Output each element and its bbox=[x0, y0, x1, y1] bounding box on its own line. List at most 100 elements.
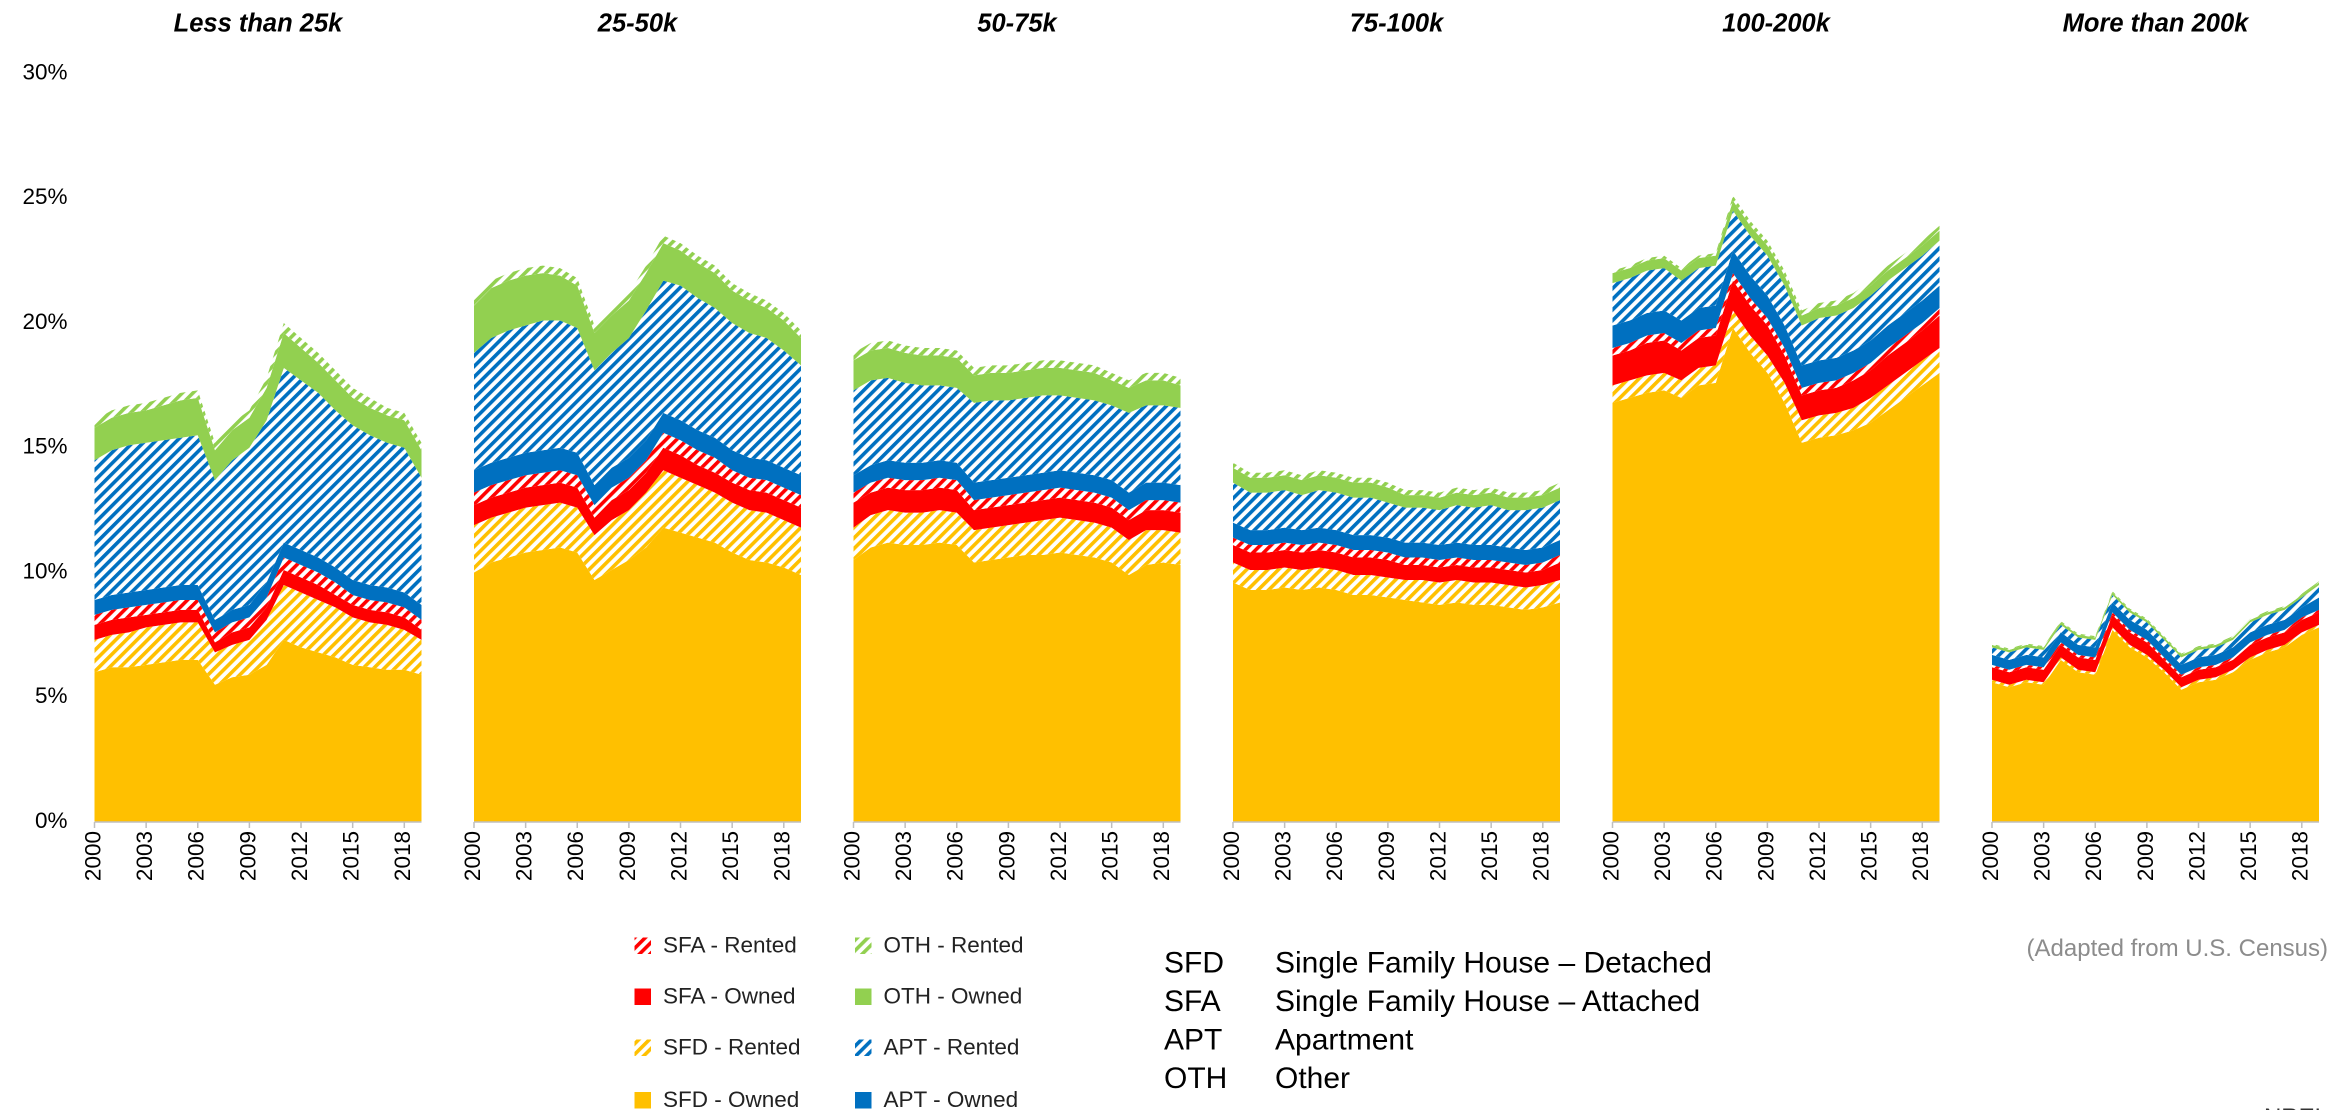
legend-swatch bbox=[634, 937, 651, 954]
y-tick-label: 0% bbox=[35, 808, 68, 833]
area bbox=[1233, 545, 1560, 588]
x-tick-label: 2006 bbox=[2081, 831, 2106, 881]
x-tick-label: 2000 bbox=[1219, 831, 1244, 881]
legend-swatch bbox=[634, 1092, 651, 1109]
area bbox=[1612, 280, 1940, 421]
legend-label: SFA - Owned bbox=[663, 983, 796, 1008]
area bbox=[853, 487, 1181, 541]
area bbox=[853, 460, 1181, 511]
x-tick-label: 2015 bbox=[339, 831, 364, 881]
area bbox=[853, 477, 1181, 521]
area bbox=[94, 332, 422, 481]
x-tick-label: 2015 bbox=[2236, 831, 2261, 881]
x-tick-label: 2018 bbox=[1149, 831, 1174, 881]
area bbox=[1612, 195, 1940, 316]
area bbox=[1992, 597, 2319, 675]
y-tick-label: 5% bbox=[35, 683, 68, 708]
x-tick-label: 2003 bbox=[2030, 831, 2055, 881]
x-tick-label: 2018 bbox=[390, 831, 415, 881]
x-tick-label: 2000 bbox=[1598, 831, 1623, 881]
x-tick-label: 2000 bbox=[80, 831, 105, 881]
x-tick-label: 2003 bbox=[891, 831, 916, 881]
area bbox=[1612, 200, 1940, 326]
glossary-meaning: Other bbox=[1275, 1062, 1350, 1095]
area bbox=[474, 280, 801, 486]
x-tick-label: 2009 bbox=[615, 831, 640, 881]
x-tick-label: 2018 bbox=[2288, 831, 2313, 881]
x-tick-label: 2015 bbox=[1477, 831, 1502, 881]
area bbox=[1992, 582, 2319, 658]
x-tick-label: 2006 bbox=[563, 831, 588, 881]
area bbox=[1612, 310, 1940, 443]
legend-label: OTH - Rented bbox=[884, 932, 1024, 957]
x-tick-label: 2012 bbox=[287, 831, 312, 881]
legend-swatch bbox=[634, 1039, 651, 1056]
x-tick-label: 2015 bbox=[1857, 831, 1882, 881]
logo: NREL bbox=[2264, 1104, 2328, 1110]
area bbox=[1992, 624, 2319, 690]
area bbox=[94, 570, 422, 653]
legend-label: SFD - Owned bbox=[663, 1087, 799, 1110]
area bbox=[1233, 562, 1560, 610]
area bbox=[1612, 210, 1940, 366]
y-tick-label: 25% bbox=[22, 184, 67, 209]
area bbox=[474, 470, 801, 580]
glossary-abbr: SFD bbox=[1164, 946, 1224, 979]
area bbox=[94, 367, 422, 620]
legend-label: OTH - Owned bbox=[884, 983, 1023, 1008]
x-tick-label: 2003 bbox=[1650, 831, 1675, 881]
area bbox=[1233, 467, 1560, 511]
legend-label: APT - Owned bbox=[884, 1087, 1019, 1110]
legend-swatch bbox=[855, 1039, 872, 1056]
area bbox=[1233, 482, 1560, 551]
area bbox=[1612, 250, 1940, 388]
x-tick-label: 2003 bbox=[512, 831, 537, 881]
panel-title: 50-75k bbox=[977, 10, 1058, 38]
x-tick-label: 2000 bbox=[839, 831, 864, 881]
x-tick-label: 2012 bbox=[1805, 831, 1830, 881]
legend-swatch bbox=[855, 937, 872, 954]
area bbox=[474, 412, 801, 506]
area bbox=[1992, 581, 2319, 655]
area bbox=[474, 527, 801, 822]
source-note: (Adapted from U.S. Census) bbox=[2027, 935, 2328, 962]
glossary-abbr: APT bbox=[1164, 1024, 1222, 1057]
x-tick-label: 2009 bbox=[235, 831, 260, 881]
area bbox=[94, 542, 422, 633]
area bbox=[94, 557, 422, 643]
panel-title: 25-50k bbox=[597, 10, 679, 38]
x-tick-label: 2012 bbox=[1425, 831, 1450, 881]
x-tick-label: 2015 bbox=[718, 831, 743, 881]
glossary-meaning: Single Family House – Attached bbox=[1275, 985, 1700, 1018]
area bbox=[1612, 273, 1940, 396]
area bbox=[1992, 584, 2319, 665]
x-tick-label: 2006 bbox=[184, 831, 209, 881]
x-tick-label: 2003 bbox=[132, 831, 157, 881]
x-tick-label: 2012 bbox=[666, 831, 691, 881]
glossary-abbr: OTH bbox=[1164, 1062, 1227, 1095]
area bbox=[853, 510, 1181, 575]
area bbox=[853, 542, 1181, 822]
x-tick-label: 2003 bbox=[1271, 831, 1296, 881]
area bbox=[1992, 612, 2319, 688]
legend-swatch bbox=[634, 988, 651, 1005]
x-tick-label: 2018 bbox=[770, 831, 795, 881]
glossary-meaning: Apartment bbox=[1275, 1024, 1414, 1057]
y-tick-label: 15% bbox=[22, 434, 67, 459]
area bbox=[94, 639, 422, 822]
x-tick-label: 2009 bbox=[1753, 831, 1778, 881]
area bbox=[474, 447, 801, 536]
x-tick-label: 2000 bbox=[1978, 831, 2003, 881]
glossary-meaning: Single Family House – Detached bbox=[1275, 946, 1712, 979]
area bbox=[853, 347, 1181, 413]
y-tick-label: 20% bbox=[22, 309, 67, 334]
area bbox=[1233, 582, 1560, 822]
x-tick-label: 2006 bbox=[1322, 831, 1347, 881]
panel-title: More than 200k bbox=[2063, 10, 2250, 38]
area bbox=[474, 432, 801, 518]
x-tick-label: 2000 bbox=[460, 831, 485, 881]
panel-title: Less than 25k bbox=[174, 10, 344, 38]
area bbox=[1233, 522, 1560, 566]
